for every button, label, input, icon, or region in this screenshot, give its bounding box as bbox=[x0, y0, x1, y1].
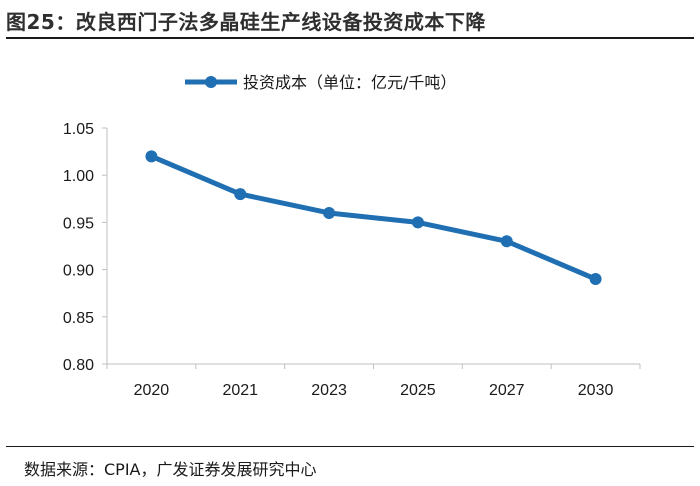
x-tick-label: 2021 bbox=[222, 382, 258, 399]
footer-divider bbox=[6, 446, 694, 447]
x-tick-label: 2023 bbox=[311, 382, 347, 399]
y-tick-label: 0.80 bbox=[63, 357, 94, 374]
data-point bbox=[500, 235, 513, 248]
series-line bbox=[148, 153, 599, 282]
x-tick-label: 2027 bbox=[489, 382, 525, 399]
x-tick-label: 2020 bbox=[134, 382, 170, 399]
y-tick-label: 0.90 bbox=[63, 263, 94, 280]
legend-point-marker bbox=[205, 76, 217, 88]
x-tick-label: 2030 bbox=[578, 382, 614, 399]
chart-legend: 投资成本（单位：亿元/千吨） bbox=[185, 73, 456, 92]
data-point bbox=[411, 216, 424, 229]
x-tick-label: 2025 bbox=[400, 382, 436, 399]
y-tick-label: 1.05 bbox=[63, 121, 94, 138]
title-divider bbox=[6, 37, 694, 39]
series-line-group bbox=[145, 150, 602, 286]
x-axis-ticks: 2020 2021 2023 2025 2027 2030 bbox=[106, 364, 641, 399]
y-tick-label: 1.00 bbox=[63, 168, 94, 185]
data-point bbox=[589, 273, 602, 286]
y-tick-label: 0.95 bbox=[63, 215, 94, 232]
data-point bbox=[145, 150, 158, 163]
data-source: 数据来源：CPIA，广发证券发展研究中心 bbox=[24, 460, 317, 479]
chart-axes bbox=[106, 128, 640, 365]
legend-label: 投资成本（单位：亿元/千吨） bbox=[243, 73, 456, 92]
y-tick-label: 0.85 bbox=[63, 310, 94, 327]
figure-title: 图25：改良西门子法多晶硅生产线设备投资成本下降 bbox=[6, 10, 486, 34]
data-point bbox=[323, 206, 336, 219]
data-point bbox=[234, 188, 247, 201]
y-axis-ticks: 0.80 0.85 0.90 0.95 1.00 1.05 bbox=[63, 121, 107, 374]
